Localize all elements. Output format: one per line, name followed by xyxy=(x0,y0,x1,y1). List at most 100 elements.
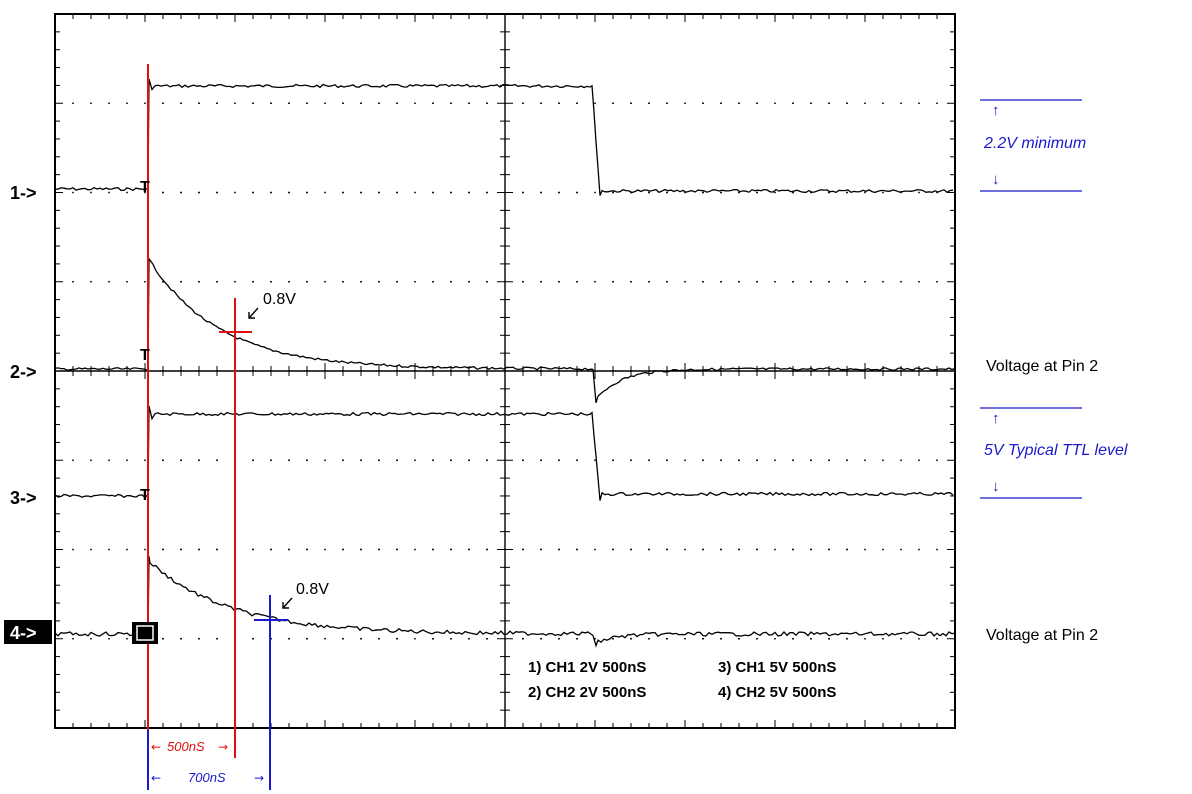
grid-dot xyxy=(630,280,632,283)
grid-dot xyxy=(828,548,830,551)
grid-dot xyxy=(180,637,182,640)
grid-dot xyxy=(126,637,128,640)
markers xyxy=(147,64,288,790)
grid-dot xyxy=(522,191,524,194)
grid-dot xyxy=(594,280,596,283)
ttl-label: 5V Typical TTL level xyxy=(984,442,1128,459)
grid-dot xyxy=(846,191,848,194)
grid-dot xyxy=(900,459,902,462)
grid-dot xyxy=(360,191,362,194)
grid-dot xyxy=(90,637,92,640)
grid-dot xyxy=(648,191,650,194)
grid-dot xyxy=(162,459,164,462)
grid-dot xyxy=(792,102,794,105)
grid-dot xyxy=(756,459,758,462)
grid-dot xyxy=(702,280,704,283)
setting-ch1-2v: 1) CH1 2V 500nS xyxy=(528,659,646,676)
grid-dot xyxy=(252,102,254,105)
threshold-arrowhead-2 xyxy=(282,602,289,609)
grid-dot xyxy=(288,102,290,105)
grid-dot xyxy=(738,102,740,105)
grid-dot xyxy=(558,191,560,194)
grid-dot xyxy=(108,459,110,462)
grid-dot xyxy=(612,637,614,640)
interval-700-arrow-left: ← xyxy=(151,771,161,785)
grid-dot xyxy=(72,637,74,640)
channel-marker-4: 4-> xyxy=(10,623,37,643)
grid-dot xyxy=(846,548,848,551)
grid-dot xyxy=(774,459,776,462)
grid-dot xyxy=(918,102,920,105)
grid-dot xyxy=(396,280,398,283)
grid-dot xyxy=(612,280,614,283)
grid-dot xyxy=(198,280,200,283)
grid-dot xyxy=(342,280,344,283)
grid-dot xyxy=(576,637,578,640)
grid-dot xyxy=(648,548,650,551)
interval-500-arrow-right: → xyxy=(218,740,228,754)
grid-dot xyxy=(234,280,236,283)
ch-marker-inner xyxy=(136,625,154,641)
grid-dot xyxy=(756,548,758,551)
grid-dot xyxy=(342,459,344,462)
grid-dot xyxy=(162,548,164,551)
grid-dot xyxy=(900,637,902,640)
grid-dot xyxy=(612,548,614,551)
trace-channel-2 xyxy=(54,257,956,403)
grid-dot xyxy=(252,548,254,551)
grid-dot xyxy=(216,191,218,194)
grid-dot xyxy=(882,548,884,551)
grid-dot xyxy=(486,102,488,105)
grid-dot xyxy=(558,637,560,640)
grid-dot xyxy=(900,102,902,105)
grid-dot xyxy=(738,548,740,551)
grid-dot xyxy=(450,191,452,194)
grid-dot xyxy=(378,102,380,105)
grid-dot xyxy=(720,548,722,551)
grid-dot xyxy=(522,548,524,551)
grid-dot xyxy=(378,637,380,640)
grid-dot xyxy=(720,459,722,462)
interval-500-label: 500nS xyxy=(167,739,205,754)
grid-dot xyxy=(324,637,326,640)
grid-dot xyxy=(126,459,128,462)
interval-700-arrow-right: → xyxy=(254,771,264,785)
grid-dot xyxy=(576,548,578,551)
grid-dot xyxy=(864,459,866,462)
grid-dot xyxy=(270,548,272,551)
grid-dot xyxy=(666,191,668,194)
grid-dot xyxy=(216,459,218,462)
grid-dot xyxy=(774,637,776,640)
grid-dot xyxy=(342,102,344,105)
grid-dot xyxy=(810,280,812,283)
grid-dot xyxy=(882,637,884,640)
grid-dot xyxy=(288,637,290,640)
ttl-arrow-down: ↓ xyxy=(992,478,1000,495)
grid-dot xyxy=(198,191,200,194)
grid-dot xyxy=(684,280,686,283)
grid-dot xyxy=(324,191,326,194)
grid-dot xyxy=(774,191,776,194)
grid-dot xyxy=(252,191,254,194)
threshold-arrowhead-1 xyxy=(248,312,255,319)
grid-dot xyxy=(864,102,866,105)
grid-dot xyxy=(828,280,830,283)
interval-700-label: 700nS xyxy=(188,770,226,785)
grid-dot xyxy=(774,548,776,551)
grid-dot xyxy=(270,459,272,462)
minimum-arrow-up: ↑ xyxy=(992,102,1000,119)
grid-dot xyxy=(666,637,668,640)
grid-dot xyxy=(648,637,650,640)
grid-dot xyxy=(396,191,398,194)
grid-dot xyxy=(126,102,128,105)
grid-dot xyxy=(630,102,632,105)
grid-dot xyxy=(594,459,596,462)
grid-dot xyxy=(90,459,92,462)
grid-dot xyxy=(666,459,668,462)
grid-dot xyxy=(936,548,938,551)
grid-dot xyxy=(828,637,830,640)
grid-dot xyxy=(810,102,812,105)
grid-dot xyxy=(918,637,920,640)
grid-dot xyxy=(252,459,254,462)
grid-dot xyxy=(522,280,524,283)
